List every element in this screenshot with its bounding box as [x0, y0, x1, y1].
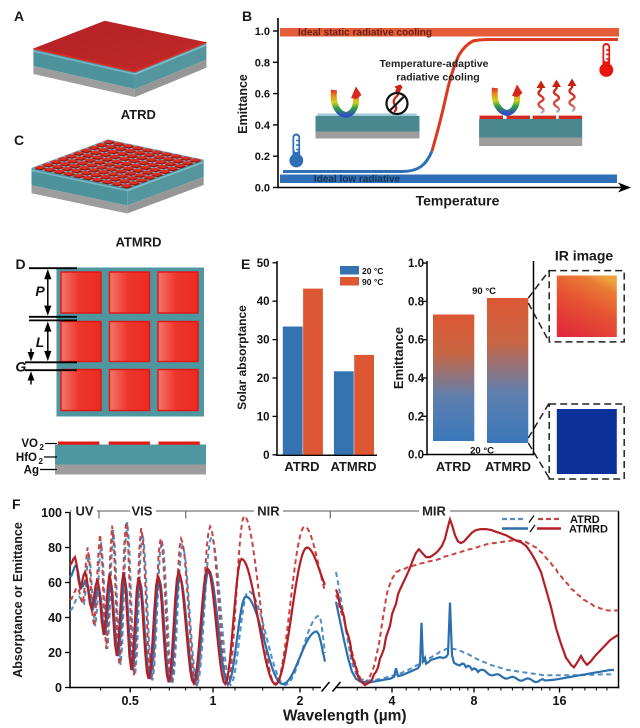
svg-text:0.6: 0.6	[408, 335, 424, 347]
svg-text:MIR: MIR	[422, 503, 446, 518]
svg-text:Temperature-adaptive: Temperature-adaptive	[380, 58, 489, 70]
svg-text:50: 50	[257, 258, 270, 270]
svg-text:Emittance: Emittance	[236, 74, 250, 134]
svg-text:0: 0	[263, 450, 269, 462]
svg-text:90 °C: 90 °C	[362, 277, 383, 287]
svg-text:0.4: 0.4	[408, 373, 425, 385]
svg-text:VO: VO	[21, 438, 38, 450]
svg-text:Ag: Ag	[24, 465, 39, 477]
svg-text:UV: UV	[75, 503, 93, 518]
svg-text:NIR: NIR	[257, 503, 280, 518]
svg-text:0.8: 0.8	[408, 296, 425, 308]
svg-text:radiative cooling: radiative cooling	[396, 72, 479, 84]
svg-text:20: 20	[48, 646, 62, 660]
svg-text:0: 0	[55, 681, 62, 695]
svg-text:0.2: 0.2	[408, 411, 424, 423]
svg-text:E: E	[241, 256, 250, 272]
svg-text:1.0: 1.0	[255, 26, 270, 38]
svg-text:30: 30	[257, 335, 270, 347]
svg-text:0.2: 0.2	[255, 151, 270, 163]
svg-text:1.0: 1.0	[408, 258, 424, 270]
svg-text:20 °C: 20 °C	[470, 446, 494, 457]
svg-text:60: 60	[48, 576, 62, 590]
svg-text:VIS: VIS	[132, 503, 153, 518]
svg-text:ATRD: ATRD	[284, 459, 319, 474]
svg-text:Ideal low radiative: Ideal low radiative	[314, 174, 401, 185]
svg-text:ATRD: ATRD	[570, 514, 600, 526]
svg-text:4: 4	[389, 694, 396, 708]
svg-text:2: 2	[39, 457, 44, 466]
svg-text:ATMRD: ATMRD	[569, 524, 608, 536]
svg-text:D: D	[16, 256, 26, 272]
svg-text:B: B	[242, 8, 252, 24]
svg-text:C: C	[14, 132, 24, 148]
svg-text:G: G	[15, 359, 26, 375]
svg-text:Absorptance or Emittance: Absorptance or Emittance	[11, 522, 25, 678]
svg-text:2: 2	[297, 694, 304, 708]
svg-text:16: 16	[553, 694, 567, 708]
svg-text:8: 8	[471, 694, 478, 708]
svg-text:Ideal static radiative cooling: Ideal static radiative cooling	[298, 27, 432, 38]
svg-text:ATMRD: ATMRD	[116, 235, 162, 250]
svg-text:1: 1	[210, 694, 217, 708]
svg-text:0.5: 0.5	[122, 694, 139, 708]
svg-text:A: A	[14, 8, 24, 24]
svg-text:Wavelength (µm): Wavelength (µm)	[283, 708, 407, 725]
svg-text:HfO: HfO	[16, 452, 37, 464]
svg-text:0.8: 0.8	[255, 57, 270, 69]
svg-text:L: L	[36, 334, 45, 350]
svg-text:ATRD: ATRD	[436, 459, 471, 474]
svg-text:Emittance: Emittance	[391, 327, 406, 389]
svg-text:2: 2	[40, 443, 45, 452]
svg-text:ATRD: ATRD	[121, 107, 156, 122]
svg-text:P: P	[35, 283, 45, 299]
svg-text:0.4: 0.4	[255, 120, 271, 132]
svg-text:0.6: 0.6	[255, 89, 270, 101]
svg-text:F: F	[12, 496, 21, 512]
svg-text:100: 100	[41, 506, 62, 520]
svg-text:80: 80	[48, 541, 62, 555]
svg-text:ATMRD: ATMRD	[485, 459, 531, 474]
svg-text:ATMRD: ATMRD	[331, 459, 377, 474]
svg-text:0.0: 0.0	[408, 450, 424, 462]
svg-text:10: 10	[257, 411, 270, 423]
svg-text:90 °C: 90 °C	[472, 286, 496, 297]
svg-text:Solar absorptance: Solar absorptance	[235, 305, 249, 410]
svg-text:Temperature: Temperature	[416, 193, 500, 209]
svg-text:40: 40	[257, 296, 270, 308]
svg-text:0.0: 0.0	[255, 183, 270, 195]
svg-text:40: 40	[48, 611, 62, 625]
svg-text:IR image: IR image	[555, 248, 614, 264]
svg-text:20: 20	[257, 373, 270, 385]
svg-text:20 °C: 20 °C	[362, 266, 383, 276]
